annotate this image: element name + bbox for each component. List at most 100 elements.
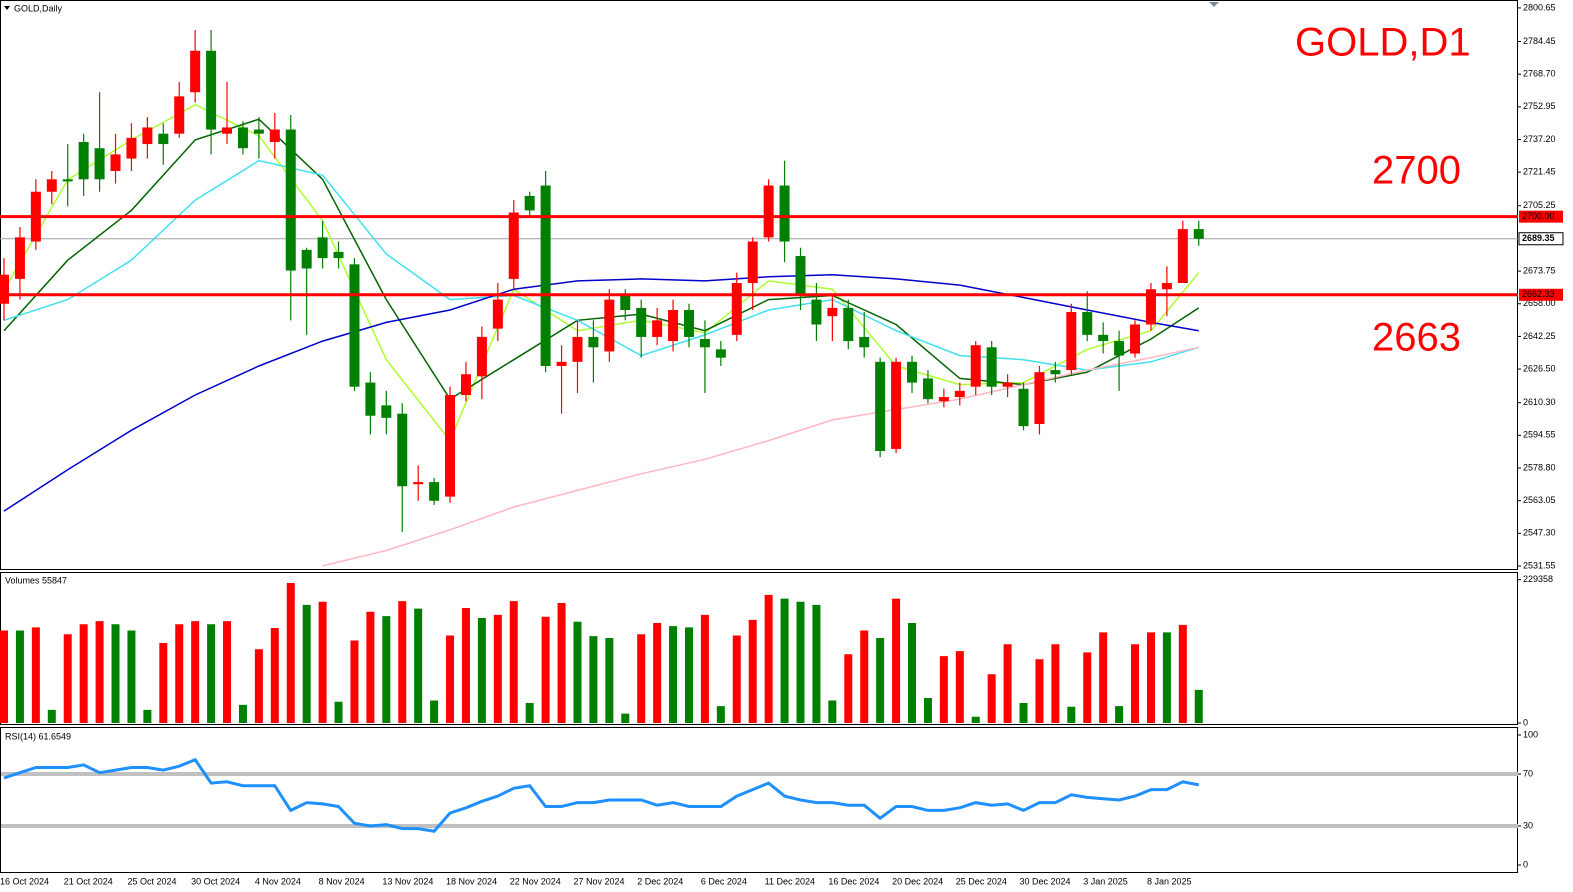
x-tick-label: 3 Jan 2025 <box>1083 876 1128 886</box>
candle-body <box>843 307 854 342</box>
volume-bar <box>621 713 630 723</box>
volume-bar <box>971 716 980 723</box>
x-tick-label: 11 Dec 2024 <box>765 876 815 886</box>
y-tick-label: 100 <box>1523 729 1538 739</box>
candle-body <box>572 336 583 362</box>
candle-body <box>174 96 185 134</box>
y-tick-label: 70 <box>1523 768 1533 778</box>
menu-arrow[interactable] <box>4 6 10 10</box>
candle-body <box>460 374 471 396</box>
candle-body <box>397 413 408 487</box>
volume-bar <box>573 621 582 723</box>
moving-average <box>3 118 1200 401</box>
candle-body <box>1193 229 1204 239</box>
candle-body <box>795 256 806 296</box>
candle-body <box>1002 382 1013 387</box>
y-tick-label: 2578.80 <box>1523 462 1556 472</box>
candle-body <box>1018 388 1029 427</box>
volume-bar <box>923 698 932 723</box>
x-tick-label: 18 Nov 2024 <box>446 876 497 886</box>
y-tick-label: 2800.65 <box>1523 2 1556 12</box>
candle-body <box>349 264 360 387</box>
volume-bar <box>15 630 24 723</box>
volume-bar <box>987 674 996 723</box>
volume-bar <box>366 611 375 723</box>
candle-body <box>907 361 918 383</box>
volume-bar <box>1131 644 1140 723</box>
volume-bar <box>669 626 678 723</box>
y-tick-label: 2563.05 <box>1523 495 1556 505</box>
candle-body <box>158 133 169 145</box>
volume-bar <box>525 703 534 723</box>
y-tick-label: 2768.70 <box>1523 69 1556 79</box>
volume-bar <box>223 621 232 723</box>
y-tick-label: 2547.30 <box>1523 528 1556 538</box>
y-tick-label: 2658.00 <box>1523 298 1556 308</box>
volume-bar <box>1162 632 1171 723</box>
candle-body <box>94 148 105 180</box>
candle-body <box>14 237 25 279</box>
volume-bar <box>95 621 104 723</box>
volume-bar <box>63 634 72 723</box>
volume-bar <box>637 634 646 723</box>
candle-body <box>476 336 487 377</box>
candle-body <box>747 241 758 284</box>
candle-body <box>811 299 822 325</box>
volume-bar <box>350 640 359 723</box>
volume-bar <box>270 628 279 723</box>
candle-body <box>954 390 965 398</box>
y-tick-label: 2626.50 <box>1523 363 1556 373</box>
candle-body <box>683 309 694 337</box>
candle-body <box>875 361 886 451</box>
candle-body <box>668 309 679 342</box>
candle-body <box>763 185 774 238</box>
volume-bar <box>446 635 455 723</box>
candle-body <box>1034 372 1045 425</box>
volume-bar <box>589 636 598 723</box>
price-panel <box>0 0 1518 570</box>
x-tick-label: 30 Dec 2024 <box>1020 876 1071 886</box>
candle-body <box>859 336 870 348</box>
volume-bar <box>207 624 216 723</box>
volume-bar <box>876 638 885 723</box>
candle-body <box>1050 370 1061 375</box>
rsi-title: RSI(14) 61.6549 <box>5 731 71 741</box>
volume-bar <box>509 601 518 723</box>
volume-bar <box>1115 706 1124 723</box>
annotation: GOLD,D1 <box>1295 21 1471 65</box>
volume-bar <box>716 706 725 723</box>
x-tick-label: 13 Nov 2024 <box>382 876 433 886</box>
y-tick-label: 2705.25 <box>1523 200 1556 210</box>
volume-bar <box>254 649 263 723</box>
volume-bar <box>892 598 901 723</box>
volume-bar <box>47 709 56 723</box>
y-tick-label: 0 <box>1523 717 1528 727</box>
volume-bar <box>541 616 550 723</box>
annotation: 2663 <box>1372 316 1461 360</box>
moving-average <box>322 346 1199 567</box>
x-tick-label: 8 Nov 2024 <box>319 876 365 886</box>
volume-bar <box>732 635 741 723</box>
candle-body <box>110 154 121 172</box>
candle-body <box>1130 324 1141 354</box>
candle-body <box>604 299 615 352</box>
volume-bar <box>238 704 247 723</box>
candle-body <box>142 127 153 145</box>
candle-body <box>317 237 328 259</box>
candle-body <box>222 127 233 134</box>
y-tick-label: 2752.95 <box>1523 101 1556 111</box>
candle-body <box>46 179 57 192</box>
rsi-panel <box>0 727 1518 873</box>
candle-body <box>620 295 631 310</box>
volume-bar <box>286 583 295 723</box>
x-tick-label: 27 Nov 2024 <box>573 876 624 886</box>
level-label: 2700.00 <box>1522 211 1555 221</box>
x-tick-label: 20 Dec 2024 <box>892 876 943 886</box>
volume-bar <box>127 630 136 723</box>
candle-body <box>827 307 838 317</box>
rsi-line <box>3 757 1200 833</box>
volume-bar <box>430 700 439 723</box>
price-label-box <box>1518 232 1564 246</box>
volume-bar <box>318 601 327 723</box>
